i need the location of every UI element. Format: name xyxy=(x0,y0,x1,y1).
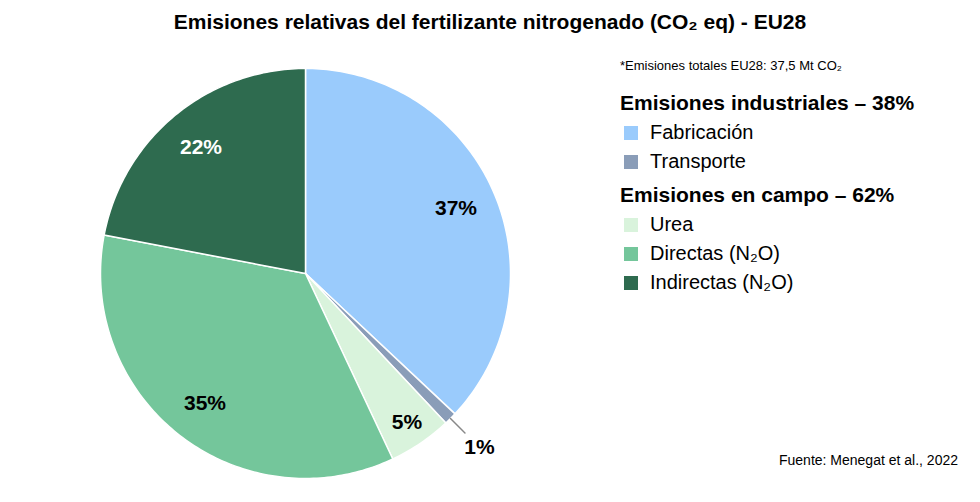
svg-text:5%: 5% xyxy=(392,410,423,433)
html-text:Emisiones industriales – 38%: Emisiones industriales – 38% xyxy=(620,91,915,114)
svg-text:22%: 22% xyxy=(180,135,222,158)
svg-text:35%: 35% xyxy=(184,391,226,414)
html-text:Indirectas (N₂O): Indirectas (N₂O) xyxy=(650,271,794,293)
html-text:Urea: Urea xyxy=(650,213,694,235)
html-text:Emisiones en campo – 62%: Emisiones en campo – 62% xyxy=(620,183,895,206)
svg-text:1%: 1% xyxy=(464,435,495,458)
html-text:*Emisiones totales EU28: 37,5: *Emisiones totales EU28: 37,5 Mt CO₂ xyxy=(620,58,842,73)
html-text:Emisiones relativas del fertil: Emisiones relativas del fertilizante nit… xyxy=(173,10,807,33)
html-text:Transporte: Transporte xyxy=(650,150,746,172)
svg-text:37%: 37% xyxy=(435,196,477,219)
html-text:Fabricación: Fabricación xyxy=(650,121,754,143)
html-text:Fuente: Menegat et al., 2022: Fuente: Menegat et al., 2022 xyxy=(779,452,958,468)
html-text:Directas (N₂O): Directas (N₂O) xyxy=(650,242,780,264)
